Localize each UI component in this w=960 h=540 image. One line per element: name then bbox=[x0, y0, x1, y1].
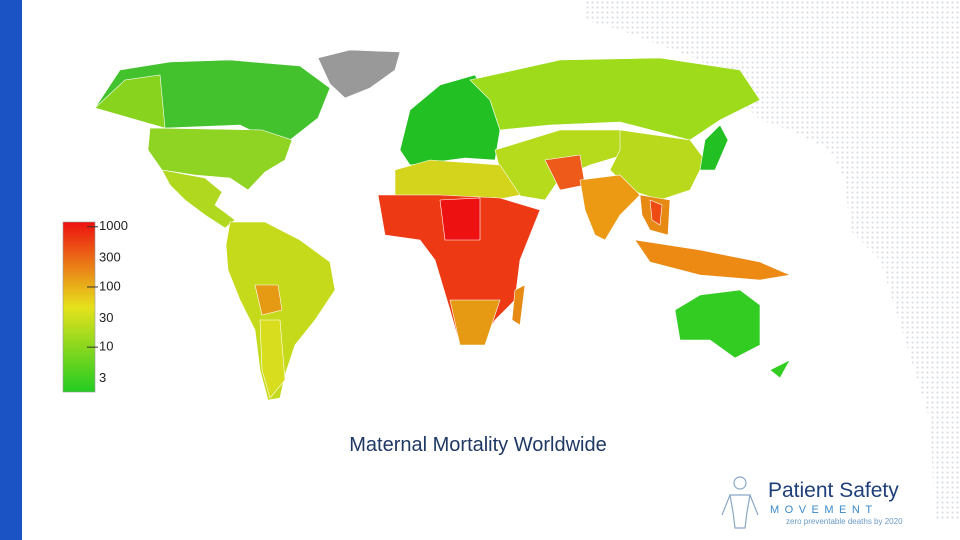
legend-tick-label: 3 bbox=[99, 370, 106, 385]
color-bar bbox=[62, 221, 96, 393]
legend-tick-label: 300 bbox=[99, 250, 121, 265]
logo-subtitle: MOVEMENT bbox=[770, 504, 878, 516]
logo: Patient Safety MOVEMENT zero preventable… bbox=[721, 476, 903, 529]
legend-tick-label: 10 bbox=[99, 339, 113, 354]
logo-tagline: zero preventable deaths by 2020 bbox=[786, 517, 903, 526]
color-legend: 1000 300 100 30 10 3 bbox=[62, 218, 128, 393]
legend-tick-label: 1000 bbox=[99, 218, 128, 233]
dotted-background-map bbox=[585, 0, 960, 520]
map-title: Maternal Mortality Worldwide bbox=[349, 434, 607, 456]
world-map bbox=[94, 49, 792, 401]
legend-tick-label: 100 bbox=[99, 278, 121, 293]
legend-tick-label: 30 bbox=[99, 310, 113, 325]
logo-name: Patient Safety bbox=[768, 479, 899, 502]
side-bar bbox=[0, 0, 22, 540]
